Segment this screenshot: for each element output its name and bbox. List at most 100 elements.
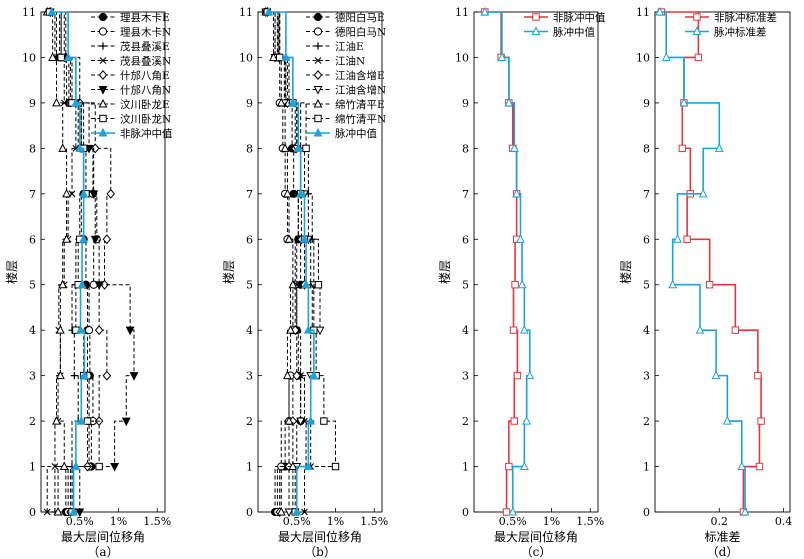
series-line <box>267 11 305 512</box>
x-axis-label: 最大层间位移角 <box>61 529 145 544</box>
x-tick-label: 0.5% <box>283 515 311 528</box>
data-point <box>288 461 298 471</box>
x-axis-label: 最大层间位移角 <box>494 529 578 544</box>
data-point <box>516 234 525 243</box>
data-point <box>513 371 522 380</box>
legend-marker <box>314 114 322 123</box>
legend-marker <box>693 13 701 21</box>
x-tick-label: 1% <box>110 515 127 528</box>
data-point <box>661 52 671 61</box>
data-point <box>309 370 319 380</box>
data-point <box>290 325 300 336</box>
data-point <box>288 97 298 107</box>
data-point <box>281 52 291 61</box>
data-point <box>678 144 687 153</box>
data-point <box>505 462 513 471</box>
y-tick-label: 2 <box>643 415 650 428</box>
data-point <box>94 281 104 290</box>
legend-label: 什邡八角N <box>120 84 171 97</box>
data-point <box>331 462 340 471</box>
legend-marker <box>98 70 108 80</box>
x-tick-label: 0.5% <box>66 515 94 528</box>
data-point <box>695 325 705 334</box>
series-非脉冲中值 <box>481 8 522 516</box>
legend-label: 江油含增E <box>335 69 385 82</box>
series-理县木卡E <box>45 7 96 517</box>
y-tick-label: 4 <box>462 324 469 337</box>
data-point <box>280 143 290 152</box>
y-tick-label: 0 <box>643 506 650 519</box>
data-point <box>63 52 73 61</box>
y-tick-label: 9 <box>29 97 36 110</box>
plot-frame <box>40 11 166 513</box>
legend-label: 江油含增N <box>335 84 386 97</box>
x-axis-label: 最大层间位移角 <box>278 529 362 544</box>
x-tick-label: 0.5% <box>499 515 527 528</box>
data-point <box>509 326 518 334</box>
y-tick-label: 6 <box>462 233 469 246</box>
y-tick-label: 1 <box>643 461 650 474</box>
data-point <box>60 99 68 107</box>
legend-label: 理县木卡E <box>120 11 170 24</box>
series-非脉冲中值 <box>47 6 89 516</box>
y-tick-label: 6 <box>643 233 650 246</box>
y-tick-label: 5 <box>462 279 469 292</box>
data-point <box>71 461 81 471</box>
data-point <box>51 463 59 470</box>
legend-marker <box>99 114 107 123</box>
data-point <box>698 188 708 198</box>
data-point <box>314 281 323 289</box>
data-point <box>77 279 87 289</box>
data-point <box>320 417 328 425</box>
data-point <box>58 279 68 289</box>
y-tick-label: 8 <box>246 142 253 155</box>
data-point <box>525 370 535 380</box>
legend-label: 绵竹清平N <box>335 113 386 126</box>
data-point <box>276 506 286 516</box>
x-tick-label: 1% <box>327 515 344 528</box>
data-point <box>58 143 68 152</box>
data-point <box>283 188 292 198</box>
y-tick-label: 11 <box>455 6 469 19</box>
y-tick-label: 8 <box>643 142 650 155</box>
data-point <box>711 370 721 380</box>
y-tick-label: 10 <box>239 51 253 64</box>
data-point <box>315 326 325 336</box>
x-tick-label: 1.5% <box>143 515 171 528</box>
series-茂县叠溪E <box>45 8 88 516</box>
series-绵竹清平N <box>263 8 340 516</box>
legend-label: 茂县叠溪N <box>120 55 171 68</box>
panel-caption: （a） <box>87 545 118 559</box>
data-point <box>53 506 63 516</box>
y-tick-label: 2 <box>462 415 469 428</box>
data-point <box>510 417 519 425</box>
legend-marker <box>692 26 702 35</box>
data-point <box>89 190 99 199</box>
data-point <box>731 326 740 334</box>
data-point <box>284 234 294 243</box>
legend-marker <box>313 127 323 137</box>
data-point <box>683 235 691 243</box>
data-point <box>673 234 682 243</box>
legend-label: 德阳白马E <box>335 11 385 24</box>
data-point <box>62 234 71 243</box>
data-point <box>755 462 764 471</box>
data-point <box>264 6 274 16</box>
y-tick-label: 3 <box>29 370 36 383</box>
y-tick-label: 5 <box>643 279 650 292</box>
legend-label: 脉冲中值 <box>553 26 595 39</box>
data-point <box>722 415 732 425</box>
y-tick-label: 4 <box>246 324 253 337</box>
plot-frame <box>473 11 599 513</box>
series-line <box>265 11 296 512</box>
data-point <box>52 97 61 107</box>
y-tick-label: 8 <box>29 142 36 155</box>
data-point <box>519 325 529 334</box>
legend-marker <box>531 26 541 35</box>
y-tick-label: 5 <box>246 279 253 292</box>
y-tick-label: 10 <box>455 51 469 64</box>
y-tick-label: 11 <box>239 6 253 19</box>
